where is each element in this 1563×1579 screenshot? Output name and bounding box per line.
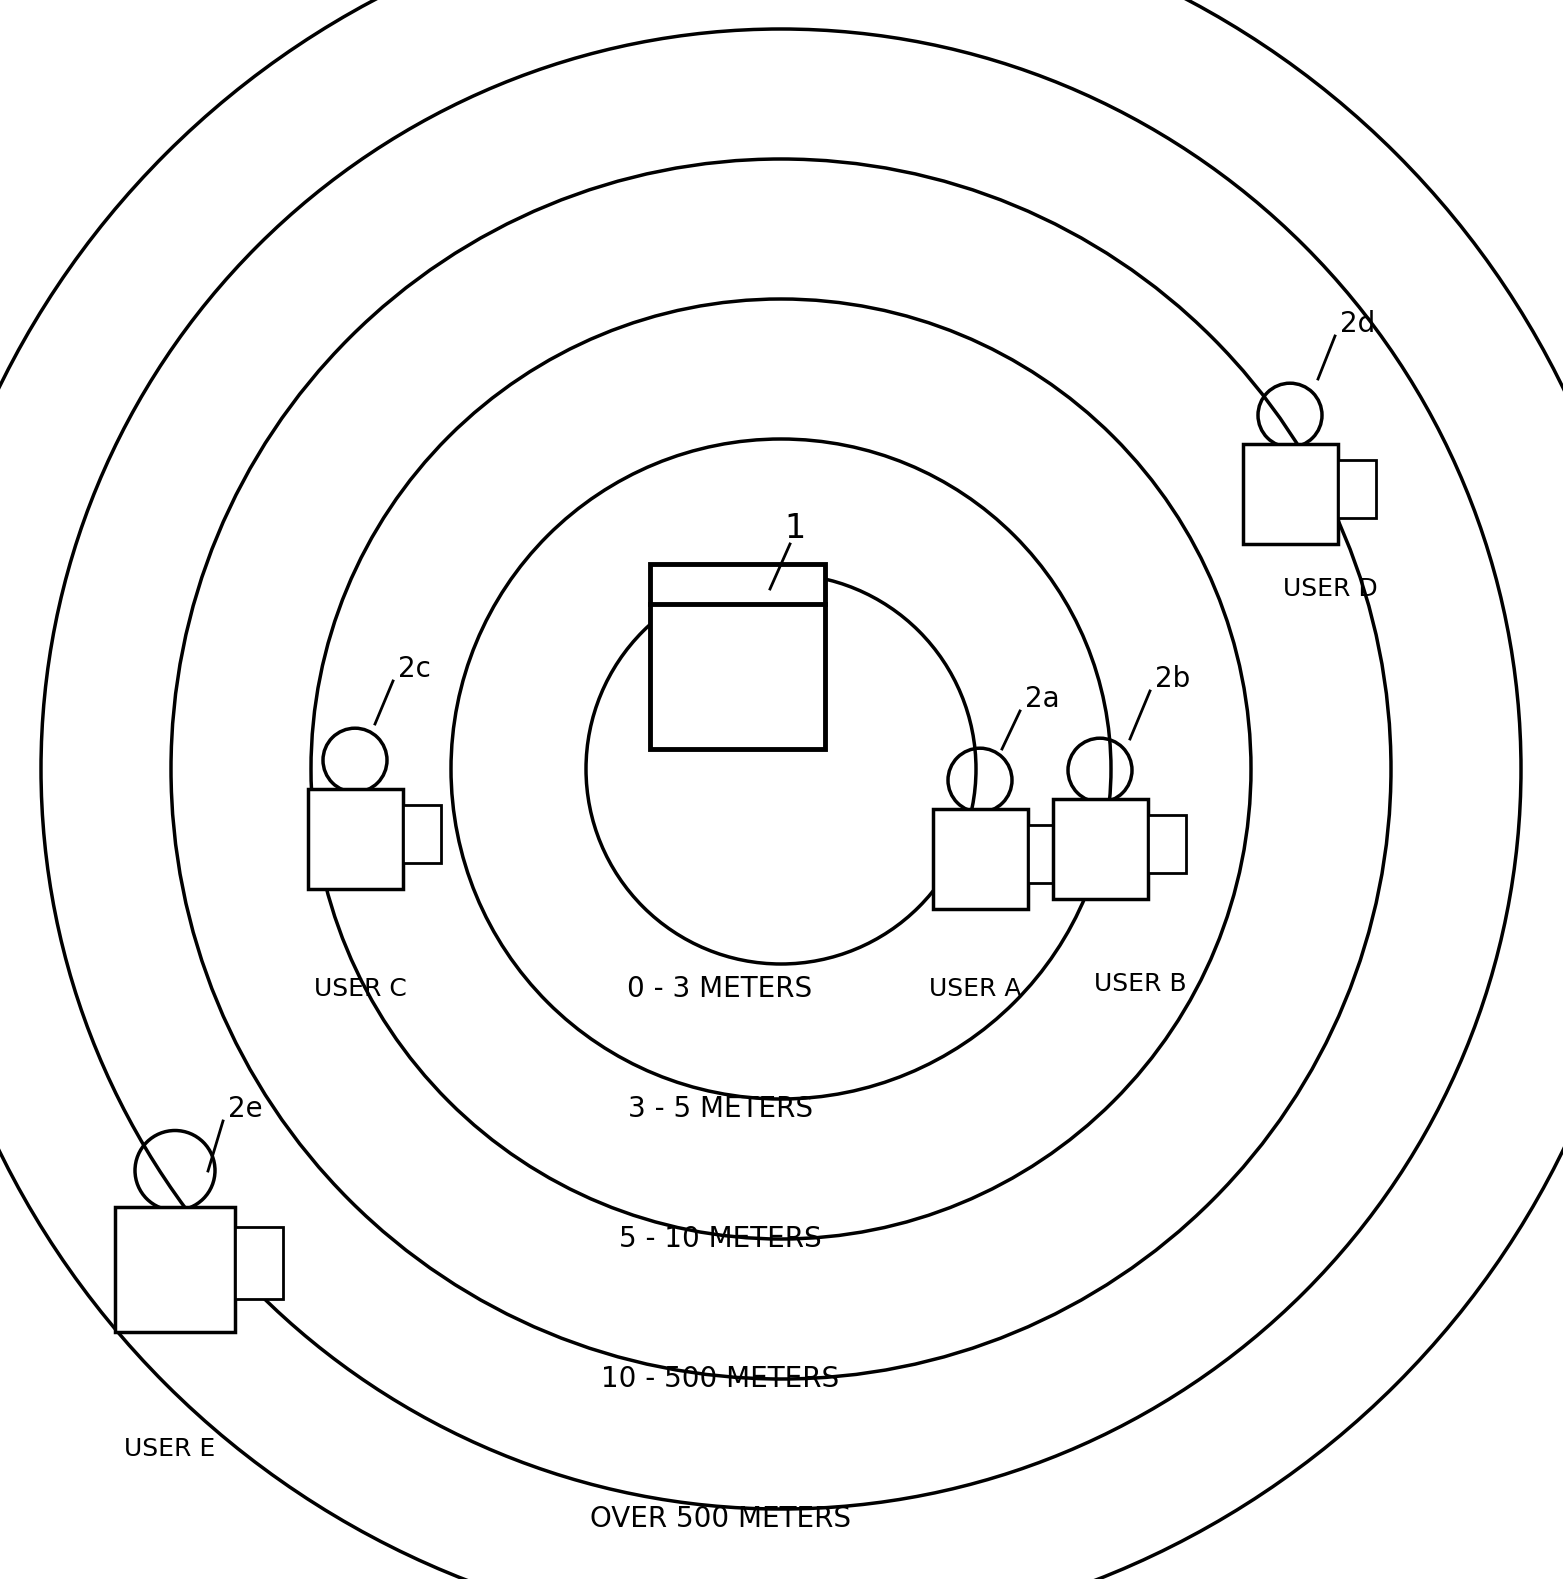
- Text: 1: 1: [785, 513, 805, 545]
- Text: 0 - 3 METERS: 0 - 3 METERS: [627, 974, 813, 1003]
- Text: USER A: USER A: [928, 977, 1021, 1001]
- FancyBboxPatch shape: [1027, 824, 1066, 883]
- Text: 10 - 500 METERS: 10 - 500 METERS: [600, 1364, 839, 1393]
- Text: USER D: USER D: [1283, 576, 1377, 602]
- Text: USER C: USER C: [314, 977, 406, 1001]
- FancyBboxPatch shape: [1243, 444, 1338, 545]
- FancyBboxPatch shape: [1052, 799, 1147, 898]
- Text: 2b: 2b: [1155, 665, 1191, 693]
- Text: 2e: 2e: [228, 1094, 263, 1123]
- Text: 2d: 2d: [1339, 309, 1375, 338]
- Text: OVER 500 METERS: OVER 500 METERS: [589, 1505, 850, 1533]
- FancyBboxPatch shape: [116, 1206, 234, 1331]
- FancyBboxPatch shape: [308, 790, 403, 889]
- Text: 5 - 10 METERS: 5 - 10 METERS: [619, 1225, 821, 1254]
- Text: USER E: USER E: [125, 1437, 216, 1461]
- FancyBboxPatch shape: [1147, 815, 1185, 873]
- FancyBboxPatch shape: [1338, 459, 1375, 518]
- Text: 2c: 2c: [399, 655, 431, 684]
- Text: 2a: 2a: [1025, 685, 1060, 714]
- FancyBboxPatch shape: [933, 808, 1027, 910]
- Text: USER B: USER B: [1094, 973, 1186, 996]
- FancyBboxPatch shape: [234, 1227, 283, 1300]
- FancyBboxPatch shape: [403, 805, 441, 864]
- FancyBboxPatch shape: [650, 564, 825, 748]
- Text: 3 - 5 METERS: 3 - 5 METERS: [627, 1094, 813, 1123]
